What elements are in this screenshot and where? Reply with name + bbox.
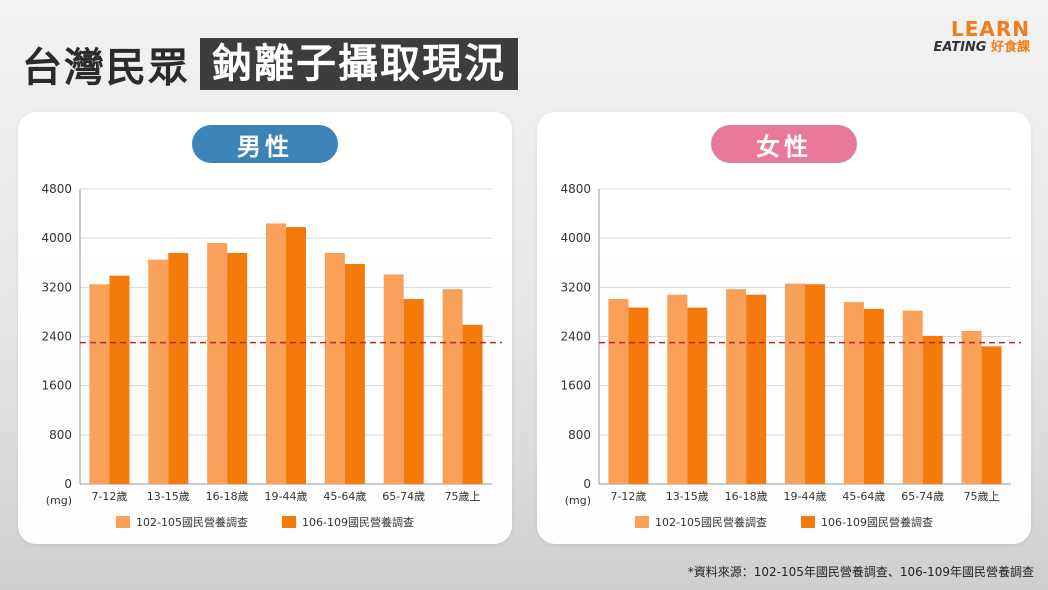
logo-eating-text: EATING [933,40,987,55]
y-tick-label: 800 [49,428,72,442]
bar-106 [805,284,825,484]
title-plain-text: 台灣民眾 [22,45,190,91]
y-tick-label: 1600 [41,379,72,393]
logo-learn-text: LEARN [950,17,1030,41]
x-tick-label: 45-64歲 [323,489,366,503]
bar-102 [207,243,228,484]
x-tick-label: 7-12歲 [91,489,127,503]
x-tick-label: 65-74歲 [382,489,425,503]
bar-102 [961,330,982,484]
y-tick-label: 2400 [560,330,591,344]
legend-label-106: 106-109國民營養調查 [821,516,933,529]
bar-106 [922,335,943,484]
bar-102 [726,289,747,484]
bar-106 [344,263,365,484]
y-tick-label: 4000 [560,231,591,245]
y-tick-label: 3200 [560,280,591,294]
y-tick-label: 0 [64,477,72,491]
bar-102 [148,259,169,484]
male-chart-panel: 0 800 1600 2400 3200 4000 4800 (mg) 7-12歲 13-15歲 1… [18,112,512,544]
female-chart-panel: 0 800 1600 2400 3200 4000 4800 (mg) 7-12歲 13-15歲 1… [537,112,1031,544]
title-highlight-text: 鈉離子攝取現況 [200,38,518,90]
bar-102 [843,302,864,484]
bar-102 [266,223,286,484]
legend-item-106: 106-109國民營養調查 [282,514,414,530]
bar-106 [403,299,424,484]
legend-swatch-102 [635,516,650,528]
female-bar-chart: 0 800 1600 2400 3200 4000 4800 (mg) 7-12歲 13-15歲 1… [560,182,1021,507]
logo-zh-text: 好食課 [990,40,1030,55]
bar-106 [109,275,130,484]
bar-102 [902,310,923,484]
y-tick-label: 800 [568,428,591,442]
logo-bottom-line: EATING 好食課 [934,40,1031,56]
bar-102 [667,294,688,484]
x-tick-label: 19-44歲 [784,489,827,503]
bar-106 [168,252,189,484]
bar-106 [628,307,649,484]
bar-102 [608,299,629,484]
bar-102 [383,274,404,484]
y-tick-label: 4800 [560,182,591,196]
y-tick-label: 4800 [41,182,72,196]
y-tick-label: 0 [583,477,591,491]
x-tick-label: 16-18歲 [725,489,768,503]
x-tick-label: 75歲上 [964,489,1000,503]
x-tick-label: 65-74歲 [901,489,944,503]
legend-swatch-102 [116,516,131,528]
brand-logo: LEARN EATING 好食課 [934,18,1031,56]
bar-106 [462,324,483,484]
female-pill: 女性 [711,125,857,163]
y-tick-label: 4000 [41,231,72,245]
legend-item-106: 106-109國民營養調查 [801,514,933,530]
male-legend: 102-105國民營養調查 106-109國民營養調查 [18,514,512,530]
y-tick-label: 1600 [560,379,591,393]
bar-106 [746,294,767,484]
x-tick-label: 13-15歲 [147,489,190,503]
bar-102 [324,252,345,484]
x-tick-label: 75歲上 [445,489,481,503]
legend-swatch-106 [282,516,296,528]
y-unit-label: (mg) [565,494,591,507]
source-note: *資料來源：102-105年國民營養調查、106-109年國民營養調查 [687,565,1034,579]
bar-106 [227,252,248,484]
legend-item-102: 102-105國民營養調查 [635,514,767,530]
bar-106 [286,227,306,484]
legend-item-102: 102-105國民營養調查 [116,514,248,530]
male-pill: 男性 [192,125,338,163]
y-tick-label: 2400 [41,330,72,344]
bar-102 [785,283,805,484]
bar-102 [89,284,110,484]
bar-106 [981,346,1002,484]
x-tick-label: 7-12歲 [610,489,646,503]
y-unit-label: (mg) [46,494,72,507]
y-tick-label: 3200 [41,280,72,294]
x-tick-label: 16-18歲 [206,489,249,503]
bar-102 [442,289,463,484]
legend-swatch-106 [801,516,815,528]
x-tick-label: 45-64歲 [842,489,885,503]
male-bar-chart: 0 800 1600 2400 3200 4000 4800 (mg) 7-12歲 13-15歲 1… [41,182,502,507]
page-title: 台灣民眾 鈉離子攝取現況 [22,38,518,91]
legend-label-102: 102-105國民營養調查 [655,516,767,529]
x-tick-label: 13-15歲 [666,489,709,503]
bar-106 [863,308,884,484]
bar-106 [687,307,708,484]
female-legend: 102-105國民營養調查 106-109國民營養調查 [537,514,1031,530]
legend-label-106: 106-109國民營養調查 [302,516,414,529]
x-tick-label: 19-44歲 [265,489,308,503]
legend-label-102: 102-105國民營養調查 [136,516,248,529]
